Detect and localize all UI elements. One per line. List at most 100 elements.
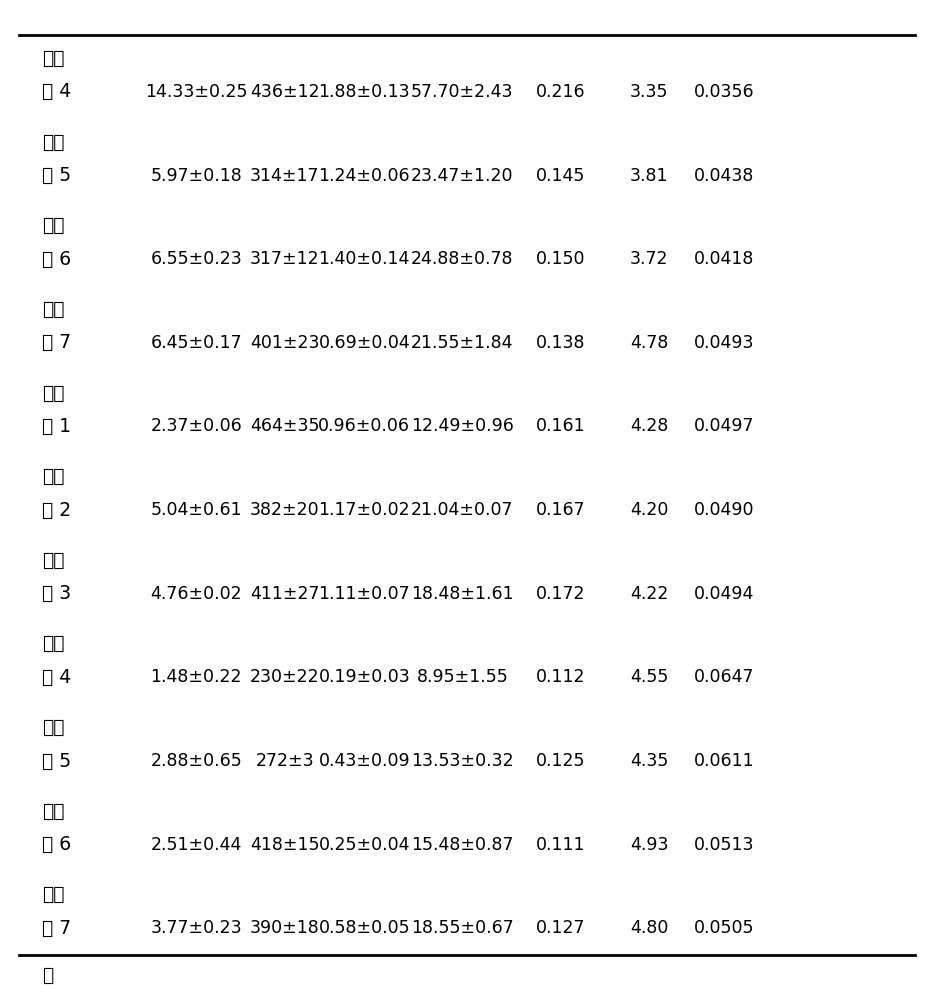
Text: 0.127: 0.127 bbox=[536, 919, 585, 937]
Text: 436±12: 436±12 bbox=[250, 83, 319, 101]
Text: 0.58±0.05: 0.58±0.05 bbox=[318, 919, 410, 937]
Text: 0.138: 0.138 bbox=[536, 334, 585, 352]
Text: 230±22: 230±22 bbox=[250, 668, 319, 686]
Text: 0.0493: 0.0493 bbox=[694, 334, 754, 352]
Text: 0.216: 0.216 bbox=[535, 83, 586, 101]
Text: 5.04±0.61: 5.04±0.61 bbox=[150, 501, 242, 519]
Text: 4.78: 4.78 bbox=[630, 334, 669, 352]
Text: 例 4: 例 4 bbox=[42, 82, 71, 101]
Text: 401±23: 401±23 bbox=[250, 334, 319, 352]
Text: 18.55±0.67: 18.55±0.67 bbox=[411, 919, 514, 937]
Text: 24.88±0.78: 24.88±0.78 bbox=[411, 250, 514, 268]
Text: 0.0356: 0.0356 bbox=[694, 83, 754, 101]
Text: 464±35: 464±35 bbox=[250, 417, 319, 435]
Text: 1.88±0.13: 1.88±0.13 bbox=[318, 83, 410, 101]
Text: 。: 。 bbox=[42, 966, 53, 984]
Text: 4.35: 4.35 bbox=[630, 752, 669, 770]
Text: 3.72: 3.72 bbox=[630, 250, 669, 268]
Text: 12.49±0.96: 12.49±0.96 bbox=[411, 417, 514, 435]
Text: 例 5: 例 5 bbox=[42, 751, 71, 770]
Text: 1.11±0.07: 1.11±0.07 bbox=[318, 585, 410, 603]
Text: 例 6: 例 6 bbox=[42, 250, 71, 269]
Text: 4.76±0.02: 4.76±0.02 bbox=[150, 585, 242, 603]
Text: 对比: 对比 bbox=[42, 718, 64, 737]
Text: 0.150: 0.150 bbox=[536, 250, 585, 268]
Text: 0.19±0.03: 0.19±0.03 bbox=[318, 668, 410, 686]
Text: 3.77±0.23: 3.77±0.23 bbox=[150, 919, 242, 937]
Text: 18.48±1.61: 18.48±1.61 bbox=[411, 585, 514, 603]
Text: 实施: 实施 bbox=[42, 300, 64, 319]
Text: 例 7: 例 7 bbox=[42, 333, 71, 352]
Text: 例 6: 例 6 bbox=[42, 835, 71, 854]
Text: 272±3: 272±3 bbox=[256, 752, 314, 770]
Text: 2.37±0.06: 2.37±0.06 bbox=[150, 417, 242, 435]
Text: 0.125: 0.125 bbox=[536, 752, 585, 770]
Text: 4.55: 4.55 bbox=[630, 668, 669, 686]
Text: 对比: 对比 bbox=[42, 634, 64, 653]
Text: 0.0505: 0.0505 bbox=[694, 919, 754, 937]
Text: 0.0647: 0.0647 bbox=[694, 668, 754, 686]
Text: 对比: 对比 bbox=[42, 885, 64, 904]
Text: 实施: 实施 bbox=[42, 216, 64, 235]
Text: 0.145: 0.145 bbox=[536, 167, 585, 185]
Text: 13.53±0.32: 13.53±0.32 bbox=[411, 752, 514, 770]
Text: 0.69±0.04: 0.69±0.04 bbox=[318, 334, 410, 352]
Text: 例 2: 例 2 bbox=[42, 501, 71, 520]
Text: 390±18: 390±18 bbox=[250, 919, 319, 937]
Text: 0.0513: 0.0513 bbox=[694, 836, 754, 854]
Text: 对比: 对比 bbox=[42, 551, 64, 570]
Text: 实施: 实施 bbox=[42, 133, 64, 152]
Text: 0.0438: 0.0438 bbox=[694, 167, 754, 185]
Text: 314±17: 314±17 bbox=[250, 167, 319, 185]
Text: 0.43±0.09: 0.43±0.09 bbox=[318, 752, 410, 770]
Text: 例 3: 例 3 bbox=[42, 584, 71, 603]
Text: 4.22: 4.22 bbox=[630, 585, 669, 603]
Text: 1.17±0.02: 1.17±0.02 bbox=[318, 501, 410, 519]
Text: 3.81: 3.81 bbox=[630, 167, 669, 185]
Text: 0.161: 0.161 bbox=[535, 417, 586, 435]
Text: 对比: 对比 bbox=[42, 467, 64, 486]
Text: 418±15: 418±15 bbox=[250, 836, 319, 854]
Text: 例 1: 例 1 bbox=[42, 417, 71, 436]
Text: 0.25±0.04: 0.25±0.04 bbox=[318, 836, 410, 854]
Text: 382±20: 382±20 bbox=[250, 501, 319, 519]
Text: 0.0611: 0.0611 bbox=[694, 752, 754, 770]
Text: 317±12: 317±12 bbox=[250, 250, 319, 268]
Text: 2.88±0.65: 2.88±0.65 bbox=[150, 752, 242, 770]
Text: 0.0418: 0.0418 bbox=[694, 250, 754, 268]
Text: 6.45±0.17: 6.45±0.17 bbox=[150, 334, 242, 352]
Text: 0.167: 0.167 bbox=[535, 501, 586, 519]
Text: 3.35: 3.35 bbox=[630, 83, 669, 101]
Text: 57.70±2.43: 57.70±2.43 bbox=[411, 83, 514, 101]
Text: 对比: 对比 bbox=[42, 802, 64, 821]
Text: 411±27: 411±27 bbox=[250, 585, 319, 603]
Text: 例 5: 例 5 bbox=[42, 166, 71, 185]
Text: 21.55±1.84: 21.55±1.84 bbox=[411, 334, 514, 352]
Text: 0.96±0.06: 0.96±0.06 bbox=[318, 417, 410, 435]
Text: 对比: 对比 bbox=[42, 383, 64, 402]
Text: 1.24±0.06: 1.24±0.06 bbox=[318, 167, 410, 185]
Text: 21.04±0.07: 21.04±0.07 bbox=[411, 501, 514, 519]
Text: 14.33±0.25: 14.33±0.25 bbox=[145, 83, 248, 101]
Text: 例 7: 例 7 bbox=[42, 919, 71, 938]
Text: 4.28: 4.28 bbox=[630, 417, 669, 435]
Text: 15.48±0.87: 15.48±0.87 bbox=[411, 836, 514, 854]
Text: 8.95±1.55: 8.95±1.55 bbox=[417, 668, 508, 686]
Text: 实施: 实施 bbox=[42, 49, 64, 68]
Text: 例 4: 例 4 bbox=[42, 668, 71, 687]
Text: 0.112: 0.112 bbox=[536, 668, 585, 686]
Text: 0.111: 0.111 bbox=[536, 836, 585, 854]
Text: 23.47±1.20: 23.47±1.20 bbox=[411, 167, 514, 185]
Text: 0.172: 0.172 bbox=[536, 585, 585, 603]
Text: 1.40±0.14: 1.40±0.14 bbox=[318, 250, 410, 268]
Text: 6.55±0.23: 6.55±0.23 bbox=[150, 250, 242, 268]
Text: 0.0490: 0.0490 bbox=[694, 501, 754, 519]
Text: 4.93: 4.93 bbox=[630, 836, 669, 854]
Text: 0.0494: 0.0494 bbox=[694, 585, 754, 603]
Text: 5.97±0.18: 5.97±0.18 bbox=[150, 167, 242, 185]
Text: 2.51±0.44: 2.51±0.44 bbox=[150, 836, 242, 854]
Text: 4.20: 4.20 bbox=[630, 501, 669, 519]
Text: 1.48±0.22: 1.48±0.22 bbox=[150, 668, 242, 686]
Text: 0.0497: 0.0497 bbox=[694, 417, 754, 435]
Text: 4.80: 4.80 bbox=[630, 919, 669, 937]
